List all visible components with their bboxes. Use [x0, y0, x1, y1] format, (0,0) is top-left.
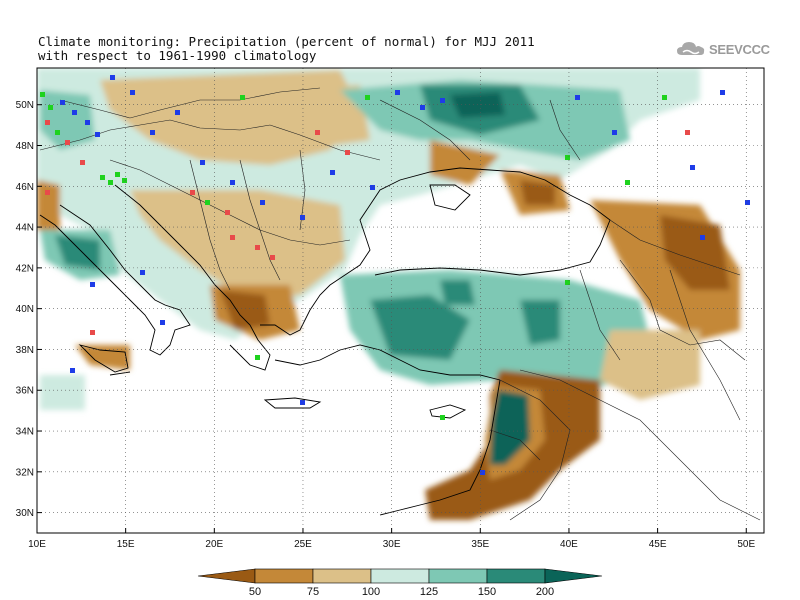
latitude-tick-label: 32N [16, 467, 34, 478]
latitude-tick-label: 38N [16, 345, 34, 356]
latitude-tick-label: 50N [16, 100, 34, 111]
longitude-tick-label: 45E [649, 539, 667, 550]
longitude-tick-label: 30E [383, 539, 401, 550]
legend-label: 100 [362, 586, 380, 598]
legend-label: 75 [307, 586, 319, 598]
longitude-tick-label: 20E [205, 539, 223, 550]
map-frame [36, 67, 765, 534]
legend-color-box [254, 568, 314, 584]
station-markers-green [40, 92, 667, 420]
title-line-2: with respect to 1961-1990 climatology [38, 48, 317, 63]
latitude-tick-label: 30N [16, 508, 34, 519]
latitude-tick-label: 40N [16, 304, 34, 315]
legend-label: 125 [420, 586, 438, 598]
latitude-tick-label: 48N [16, 141, 34, 152]
latitude-ticks: 30N 32N 34N 36N 38N 40N 42N 44N 46N 48N 50N [16, 100, 42, 519]
latitude-tick-label: 46N [16, 182, 34, 193]
longitude-tick-label: 50E [737, 539, 755, 550]
legend-arrow-high [544, 568, 603, 584]
latitude-tick-label: 42N [16, 263, 34, 274]
legend-arrow-low [197, 568, 256, 584]
cloud-icon [677, 42, 705, 55]
latitude-tick-label: 34N [16, 427, 34, 438]
latitude-tick-label: 36N [16, 386, 34, 397]
seevccc-logo: SEEVCCC [676, 40, 770, 58]
longitude-ticks: 10E 15E 20E 25E 30E 35E 40E 45E 50E [28, 528, 755, 550]
map-gridlines [37, 68, 764, 533]
legend-label: 150 [478, 586, 496, 598]
longitude-tick-label: 10E [28, 539, 46, 550]
title-line-1: Climate monitoring: Precipitation (perce… [38, 34, 535, 49]
coastlines [39, 167, 611, 516]
legend-color-box [312, 568, 372, 584]
legend-color-box [428, 568, 488, 584]
map-plot-area [37, 68, 764, 533]
longitude-tick-label: 35E [471, 539, 489, 550]
legend-label: 50 [249, 586, 261, 598]
longitude-tick-label: 40E [560, 539, 578, 550]
precipitation-field [37, 68, 740, 520]
map-title: Climate monitoring: Precipitation (perce… [38, 35, 535, 63]
station-markers-red [45, 120, 690, 335]
legend-color-box [486, 568, 546, 584]
longitude-tick-label: 25E [294, 539, 312, 550]
legend-label: 200 [536, 586, 554, 598]
station-markers [40, 75, 750, 475]
color-legend: 50 75 100 125 150 200 [197, 568, 603, 598]
logo-text: SEEVCCC [709, 41, 770, 57]
longitude-tick-label: 15E [117, 539, 135, 550]
station-markers-blue [60, 75, 750, 475]
legend-color-box [370, 568, 430, 584]
latitude-tick-label: 44N [16, 223, 34, 234]
